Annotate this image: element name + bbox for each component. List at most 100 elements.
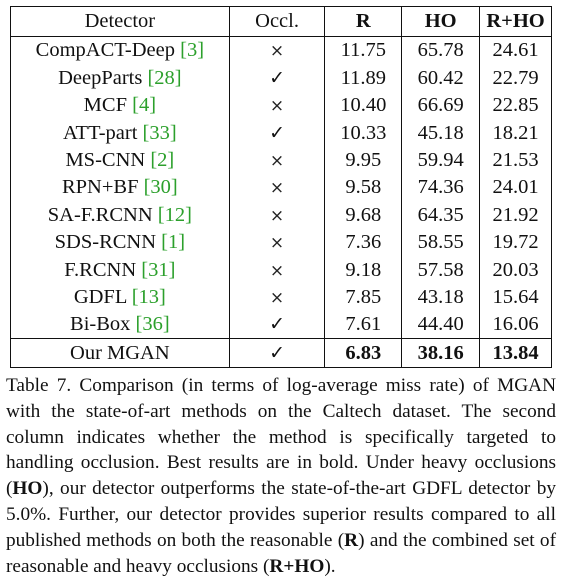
header-detector: Detector (10, 6, 230, 37)
rho-value: 19.72 (479, 228, 552, 257)
citation-link[interactable]: [2] (150, 149, 175, 171)
cross-icon: × (269, 151, 285, 171)
r-value-ours: 6.83 (324, 338, 402, 368)
detector-cell: SDS-RCNN [1] (10, 228, 230, 257)
occl-cell: × (228, 36, 325, 65)
citation-number: 33 (149, 121, 170, 144)
citation-link[interactable]: [13] (131, 285, 166, 308)
citation-link[interactable]: [4] (132, 94, 157, 117)
occl-cell: ✓ (228, 119, 325, 147)
occl-cell: × (228, 91, 325, 120)
results-table-container: Detector Occl. R HO R+HO CompACT-Deep [3… (10, 6, 552, 368)
caption-part-2: ), our detector outperforms the state-of… (6, 478, 556, 551)
occl-cell: × (228, 256, 325, 284)
ho-value: 60.42 (401, 64, 480, 92)
citation-number: 3 (186, 39, 198, 62)
r-value: 9.18 (324, 256, 402, 284)
occl-cell: × (228, 228, 325, 257)
table-row-ours: Our MGAN ✓ 6.83 38.16 13.84 (10, 338, 552, 368)
r-value: 9.58 (324, 173, 402, 202)
caption-bold-ho: HO (12, 478, 43, 500)
ho-value: 45.18 (401, 119, 480, 147)
citation-link[interactable]: [1] (161, 231, 186, 254)
cross-icon: × (269, 41, 285, 62)
detector-name: Bi-Box (70, 313, 131, 336)
occl-cell: × (228, 283, 325, 311)
checkmark-icon: ✓ (269, 66, 286, 89)
rho-value: 22.79 (479, 64, 552, 92)
r-value: 9.95 (324, 146, 402, 174)
detector-cell: ATT-part [33] (10, 119, 230, 147)
detector-name: SA-F.RCNN (47, 203, 153, 226)
results-table: Detector Occl. R HO R+HO CompACT-Deep [3… (10, 6, 552, 368)
citation-link[interactable]: [12] (157, 203, 192, 226)
header-ho: HO (401, 6, 480, 37)
r-value: 7.61 (324, 310, 402, 339)
r-value: 10.33 (324, 119, 402, 147)
table-row: MCF [4] × 10.40 66.69 22.85 (10, 91, 552, 120)
detector-name: F.RCNN (64, 258, 137, 281)
citation-number: 4 (138, 94, 150, 117)
detector-name: MS-CNN (65, 149, 146, 171)
ho-value: 58.55 (401, 228, 480, 257)
citation-number: 31 (148, 258, 169, 281)
citation-number: 2 (157, 149, 168, 171)
citation-number: 28 (154, 66, 175, 89)
detector-name: SDS-RCNN (54, 231, 157, 254)
checkmark-icon: ✓ (269, 313, 286, 336)
ho-value: 64.35 (401, 201, 480, 229)
r-value: 10.40 (324, 91, 402, 120)
occl-cell: × (228, 146, 325, 174)
occl-cell: × (228, 201, 325, 229)
caption-part-1: Table 7. Comparison (in terms of log-ave… (6, 375, 556, 500)
detector-cell: MCF [4] (10, 91, 230, 120)
detector-name-ours: Our MGAN (10, 338, 230, 368)
citation-number: 13 (138, 285, 160, 308)
rho-value: 18.21 (479, 119, 552, 147)
citation-link[interactable]: [33] (142, 121, 177, 144)
citation-link[interactable]: [28] (147, 66, 182, 89)
table-body: CompACT-Deep [3] × 11.75 65.78 24.61 DeepPart… (10, 36, 552, 368)
cross-icon: × (269, 96, 285, 117)
cross-icon: × (269, 260, 285, 281)
detector-name: RPN+BF (61, 176, 139, 199)
cross-icon: × (269, 205, 285, 226)
table-row: ATT-part [33] ✓ 10.33 45.18 18.21 (10, 119, 552, 147)
r-value: 11.89 (324, 64, 402, 92)
ho-value: 57.58 (401, 256, 480, 284)
header-r: R (324, 6, 402, 37)
rho-value: 22.85 (479, 91, 552, 120)
ho-value: 43.18 (401, 283, 480, 311)
citation-number: 36 (142, 313, 163, 336)
table-row: RPN+BF [30] × 9.58 74.36 24.01 (10, 173, 552, 202)
ho-value: 44.40 (401, 310, 480, 339)
citation-link[interactable]: [30] (143, 176, 178, 199)
table-row: DeepParts [28] ✓ 11.89 60.42 22.79 (10, 64, 552, 92)
table-row: SDS-RCNN [1] × 7.36 58.55 19.72 (10, 228, 552, 257)
table-caption: Table 7. Comparison (in terms of log-ave… (6, 373, 556, 579)
ho-value: 59.94 (401, 146, 480, 174)
caption-part-3: ) and the combined set of reasonable and… (6, 529, 556, 577)
citation-link[interactable]: [31] (141, 258, 176, 281)
caption-bold-rho: R+HO (269, 555, 325, 577)
ho-value: 74.36 (401, 173, 480, 202)
table-row: CompACT-Deep [3] × 11.75 65.78 24.61 (10, 36, 552, 65)
detector-cell: GDFL [13] (10, 283, 230, 311)
r-value: 11.75 (324, 36, 402, 65)
ho-value-ours: 38.16 (401, 338, 480, 368)
r-value: 9.68 (324, 201, 402, 229)
citation-number: 12 (164, 203, 186, 226)
detector-cell: MS-CNN [2] (10, 146, 230, 174)
detector-cell: CompACT-Deep [3] (10, 36, 230, 65)
caption-part-4: ). (324, 555, 336, 577)
citation-link[interactable]: [3] (180, 39, 205, 62)
checkmark-icon: ✓ (269, 341, 286, 364)
detector-name: GDFL (73, 285, 127, 308)
detector-cell: DeepParts [28] (10, 64, 230, 92)
table-row: Bi-Box [36] ✓ 7.61 44.40 16.06 (10, 310, 552, 339)
citation-link[interactable]: [36] (135, 313, 170, 336)
occl-cell: × (228, 173, 325, 202)
table-row: MS-CNN [2] × 9.95 59.94 21.53 (10, 146, 552, 174)
detector-cell: SA-F.RCNN [12] (10, 201, 230, 229)
cross-icon: × (269, 287, 285, 308)
